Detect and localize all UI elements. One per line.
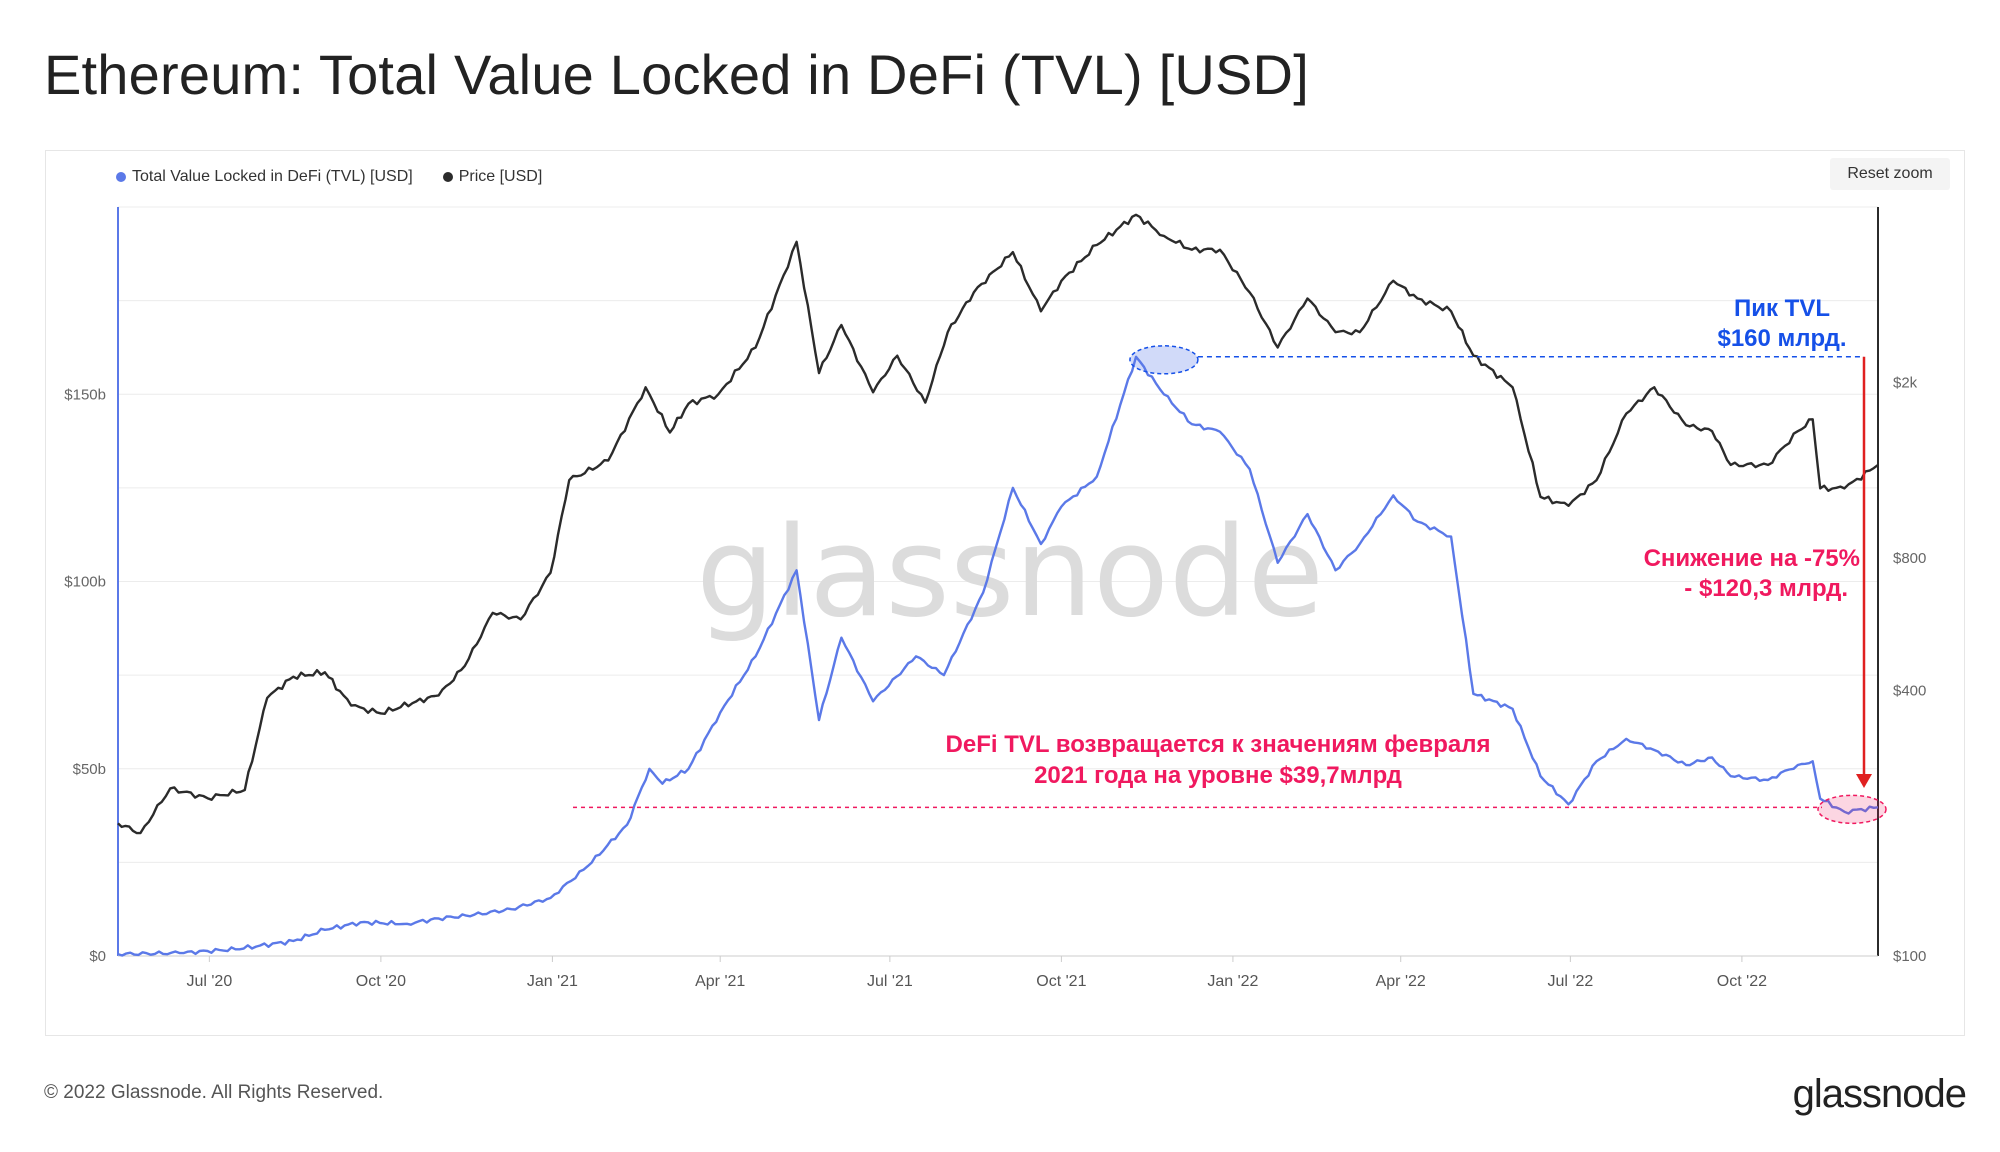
return-highlight-ellipse	[1817, 794, 1887, 825]
y-left-tick-label: $0	[89, 948, 106, 965]
x-tick-label: Oct '20	[356, 973, 406, 990]
x-tick-label: Jul '21	[867, 973, 913, 990]
x-tick-label: Oct '21	[1036, 973, 1086, 990]
y-right-tick-label: $2k	[1893, 374, 1918, 391]
legend: Total Value Locked in DeFi (TVL) [USD] P…	[116, 168, 542, 186]
legend-item-price[interactable]: Price [USD]	[442, 168, 543, 186]
y-right-tick-label: $100	[1893, 948, 1926, 965]
y-right-tick-label: $400	[1893, 683, 1926, 700]
x-tick-label: Jul '22	[1547, 973, 1593, 990]
drop-label-line2: - $120,3 млрд.	[1684, 575, 1848, 602]
legend-dot-tvl	[116, 172, 126, 182]
footer-copyright: © 2022 Glassnode. All Rights Reserved.	[44, 1082, 384, 1103]
chart-frame	[45, 150, 1965, 1036]
peak-label-line2: $160 млрд.	[1717, 325, 1846, 352]
page-title: Ethereum: Total Value Locked in DeFi (TV…	[44, 43, 1309, 106]
x-tick-label: Oct '22	[1717, 973, 1767, 990]
legend-item-tvl[interactable]: Total Value Locked in DeFi (TVL) [USD]	[116, 168, 413, 186]
tvl-series-line	[117, 355, 1879, 957]
return-label-line1: DeFi TVL возвращается к значениям феврал…	[946, 731, 1491, 758]
glassnode-logo[interactable]: glassnode	[1792, 1072, 1967, 1116]
watermark: glassnode	[696, 501, 1324, 645]
x-tick-label: Apr '21	[695, 973, 745, 990]
legend-label-tvl: Total Value Locked in DeFi (TVL) [USD]	[132, 168, 413, 185]
legend-dot-price	[442, 172, 453, 182]
peak-highlight-ellipse	[1129, 345, 1199, 375]
drop-arrowhead	[1856, 774, 1872, 788]
y-right-tick-label: $800	[1893, 550, 1926, 567]
x-tick-label: Jan '21	[527, 973, 578, 990]
price-series-line	[117, 213, 1879, 835]
x-tick-label: Jan '22	[1207, 973, 1258, 990]
x-tick-label: Apr '22	[1376, 973, 1426, 990]
legend-label-price: Price [USD]	[458, 168, 543, 185]
y-left-tick-label: $150b	[64, 386, 106, 403]
drop-label-line1: Снижение на -75%	[1644, 545, 1860, 572]
peak-label-line1: Пик TVL	[1734, 295, 1830, 322]
reset-zoom-button[interactable]: Reset zoom	[1830, 158, 1950, 190]
y-left-tick-label: $100b	[64, 574, 106, 591]
y-left-tick-label: $50b	[73, 761, 106, 778]
x-tick-label: Jul '20	[186, 973, 232, 990]
return-label-line2: 2021 года на уровне $39,7млрд	[1034, 762, 1402, 789]
